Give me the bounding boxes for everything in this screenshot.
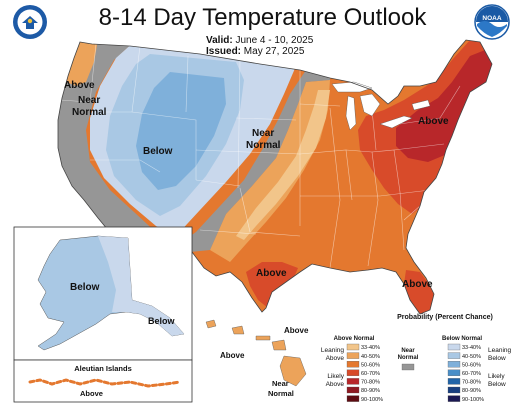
legend-below-swatch-6 xyxy=(447,395,461,402)
hawaii-inset: Above Above Near Normal xyxy=(205,319,309,398)
legend-likely-above-2: Above xyxy=(326,381,345,388)
legend-above-swatch-1 xyxy=(346,352,360,359)
legend-below-swatch-2 xyxy=(447,361,461,368)
valid-label: Valid: xyxy=(206,35,233,46)
label-near-normal-central-1: Near xyxy=(252,128,274,139)
legend-above-range-6: 90-100% xyxy=(361,397,383,403)
commerce-seal-logo xyxy=(13,5,47,39)
zone-near-normal xyxy=(58,40,330,252)
hawaii-island-big xyxy=(279,355,307,387)
legend-below-range-6: 90-100% xyxy=(462,397,484,403)
label-near-normal-hi-2: Normal xyxy=(268,389,294,398)
legend-above-swatch-6 xyxy=(346,395,360,402)
legend-title: Probability (Percent Chance) xyxy=(397,314,493,321)
legend-below-swatch-5 xyxy=(447,386,461,394)
legend-above-swatch-3 xyxy=(346,369,360,376)
legend-above-range-3: 60-70% xyxy=(361,371,380,377)
great-lakes xyxy=(331,81,431,131)
zone-above-tx-60 xyxy=(246,262,298,308)
legend-below-range-5: 80-90% xyxy=(462,388,481,394)
legend-below-range-2: 50-60% xyxy=(462,362,481,368)
valid-dates: Valid: June 4 - 10, 2025 xyxy=(206,35,313,46)
state-boundaries xyxy=(59,43,461,269)
aleutian-title: Aleutian Islands xyxy=(74,364,132,373)
label-below-ak: Below xyxy=(70,282,100,293)
noaa-logo: NOAA xyxy=(474,4,510,40)
legend-likely-below-2: Below xyxy=(488,381,506,388)
zone-below-50 xyxy=(136,72,226,190)
legend-above-swatches: 33-40% 40-50% 50-60% 60-70% 70-80% 80-90% 90-1… xyxy=(346,343,383,403)
legend-above-range-0: 33-40% xyxy=(361,345,380,351)
legend-above-swatch-4 xyxy=(346,378,360,385)
hawaii-island-maui xyxy=(271,339,287,351)
legend: Above Normal Below Normal 33-40% 40-50% 50… xyxy=(321,336,512,403)
label-above-aleutian: Above xyxy=(80,389,103,398)
label-near-normal-hi-1: Near xyxy=(272,379,289,388)
label-above-hi: Above xyxy=(220,351,245,360)
hawaii-island-molokai xyxy=(255,335,271,341)
label-above-tx: Above xyxy=(256,268,287,279)
legend-near-normal-2: Normal xyxy=(398,355,419,361)
label-above-nw: Above xyxy=(64,80,95,91)
label-near-normal-nw-2: Normal xyxy=(72,107,107,118)
alaska-leaning-below xyxy=(98,236,184,336)
page-title: 8-14 Day Temperature Outlook xyxy=(98,4,427,31)
legend-leaning-below-1: Leaning xyxy=(488,347,512,354)
alaska-inset: Below Below xyxy=(13,226,193,361)
label-below-ak-se: Below xyxy=(148,316,176,326)
label-below-west: Below xyxy=(143,146,173,157)
label-near-normal-central-2: Normal xyxy=(246,140,281,151)
issued-date: Issued: May 27, 2025 xyxy=(206,46,304,57)
label-above-fl: Above xyxy=(402,279,433,290)
legend-likely-below-1: Likely xyxy=(488,373,505,380)
legend-above-range-1: 40-50% xyxy=(361,354,380,360)
hawaii-island-kauai xyxy=(205,319,217,329)
legend-above-swatch-0 xyxy=(346,343,360,351)
issued-value: May 27, 2025 xyxy=(243,46,305,57)
hawaii-island-oahu xyxy=(231,325,245,335)
zone-above-fl-60 xyxy=(404,270,436,314)
aleutian-inset: Aleutian Islands Above xyxy=(13,359,193,403)
legend-near-normal-swatch xyxy=(401,363,415,371)
legend-leaning-above-2: Above xyxy=(326,355,345,362)
legend-above-range-4: 70-80% xyxy=(361,380,380,386)
legend-below-range-3: 60-70% xyxy=(462,371,481,377)
legend-near-normal-1: Near xyxy=(401,348,415,354)
legend-above-range-5: 80-90% xyxy=(361,388,380,394)
aleutian-islands xyxy=(28,378,182,388)
legend-above-swatch-5 xyxy=(346,386,360,394)
legend-above-range-2: 50-60% xyxy=(361,362,380,368)
label-near-normal-nw-1: Near xyxy=(78,95,100,106)
legend-below-range-1: 40-50% xyxy=(462,354,481,360)
legend-below-range-4: 70-80% xyxy=(462,380,481,386)
issued-label: Issued: xyxy=(206,46,242,57)
legend-above-swatch-2 xyxy=(346,361,360,368)
label-above-ne: Above xyxy=(418,116,449,127)
noaa-logo-text: NOAA xyxy=(482,15,501,22)
legend-below-swatch-4 xyxy=(447,378,461,385)
legend-below-swatch-1 xyxy=(447,352,461,359)
legend-below-swatches: 33-40% 40-50% 50-60% 60-70% 70-80% 80-90% 90-1… xyxy=(447,343,484,403)
legend-below-header: Below Normal xyxy=(442,336,482,342)
legend-below-range-0: 33-40% xyxy=(462,345,481,351)
legend-leaning-above-1: Leaning xyxy=(321,347,345,354)
legend-below-swatch-0 xyxy=(447,343,461,351)
valid-value: June 4 - 10, 2025 xyxy=(235,35,314,46)
legend-likely-above-1: Likely xyxy=(327,373,344,380)
legend-above-header: Above Normal xyxy=(334,336,375,342)
legend-leaning-below-2: Below xyxy=(488,355,506,362)
label-above-hi-2: Above xyxy=(284,326,309,335)
legend-below-swatch-3 xyxy=(447,369,461,376)
